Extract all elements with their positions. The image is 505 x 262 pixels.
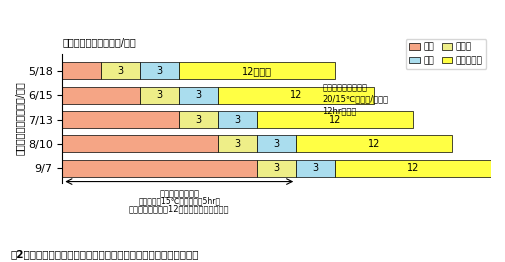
Bar (101, 62, 140, 79)
Bar (62, 160, 257, 177)
Text: 12: 12 (367, 139, 380, 149)
Y-axis label: 人工気象室搞入日（月/日）: 人工気象室搞入日（月/日） (15, 81, 25, 155)
Text: 3: 3 (273, 163, 279, 173)
Text: 12: 12 (328, 114, 341, 124)
Text: ガラス温層内管理: ガラス温層内管理 (159, 189, 199, 198)
Text: 12: 12 (406, 163, 419, 173)
Bar (218, 87, 373, 104)
Text: 人工気象室搞入日（月/日）: 人工気象室搞入日（月/日） (62, 37, 136, 47)
Text: 12（週）: 12（週） (242, 66, 272, 76)
Bar (218, 135, 257, 152)
Bar (334, 160, 490, 177)
Text: 図2　花房形態に及ぼす親株ならびに苗の高温遭遇の影響試験概要: 図2 花房形態に及ぼす親株ならびに苗の高温遭遇の影響試験概要 (10, 249, 198, 259)
Text: 3: 3 (157, 90, 163, 100)
Text: 3: 3 (195, 90, 201, 100)
Text: 3: 3 (118, 66, 124, 76)
Bar (218, 111, 257, 128)
Text: 3: 3 (157, 66, 163, 76)
Text: 3: 3 (234, 114, 240, 124)
Text: 3: 3 (234, 139, 240, 149)
Bar (62, 62, 101, 79)
Text: 人工気象室搞入（12週間後に試験打ち切り: 人工気象室搞入（12週間後に試験打ち切り (129, 205, 229, 214)
Text: 人工　気象室条件：
20/15℃（明期/暗期）
12hr　日長: 人工 気象室条件： 20/15℃（明期/暗期） 12hr 日長 (322, 83, 387, 116)
Bar (257, 135, 295, 152)
Bar (140, 87, 179, 104)
Bar (62, 87, 140, 104)
Bar (62, 135, 218, 152)
Bar (179, 87, 218, 104)
Legend: 親株, 育苗, 挿し芽, 人工気象室: 親株, 育苗, 挿し芽, 人工気象室 (405, 39, 485, 69)
Text: 3: 3 (273, 139, 279, 149)
Bar (179, 62, 334, 79)
Text: 3: 3 (312, 163, 318, 173)
Text: 3: 3 (195, 114, 201, 124)
Bar (140, 62, 179, 79)
Bar (62, 111, 179, 128)
Text: 12: 12 (289, 90, 302, 100)
Bar (179, 111, 218, 128)
Bar (295, 135, 451, 152)
Bar (295, 160, 334, 177)
Text: （最低温度15℃、暗期中攥5hr）: （最低温度15℃、暗期中攥5hr） (138, 196, 220, 205)
Bar (257, 160, 295, 177)
Bar (257, 111, 412, 128)
